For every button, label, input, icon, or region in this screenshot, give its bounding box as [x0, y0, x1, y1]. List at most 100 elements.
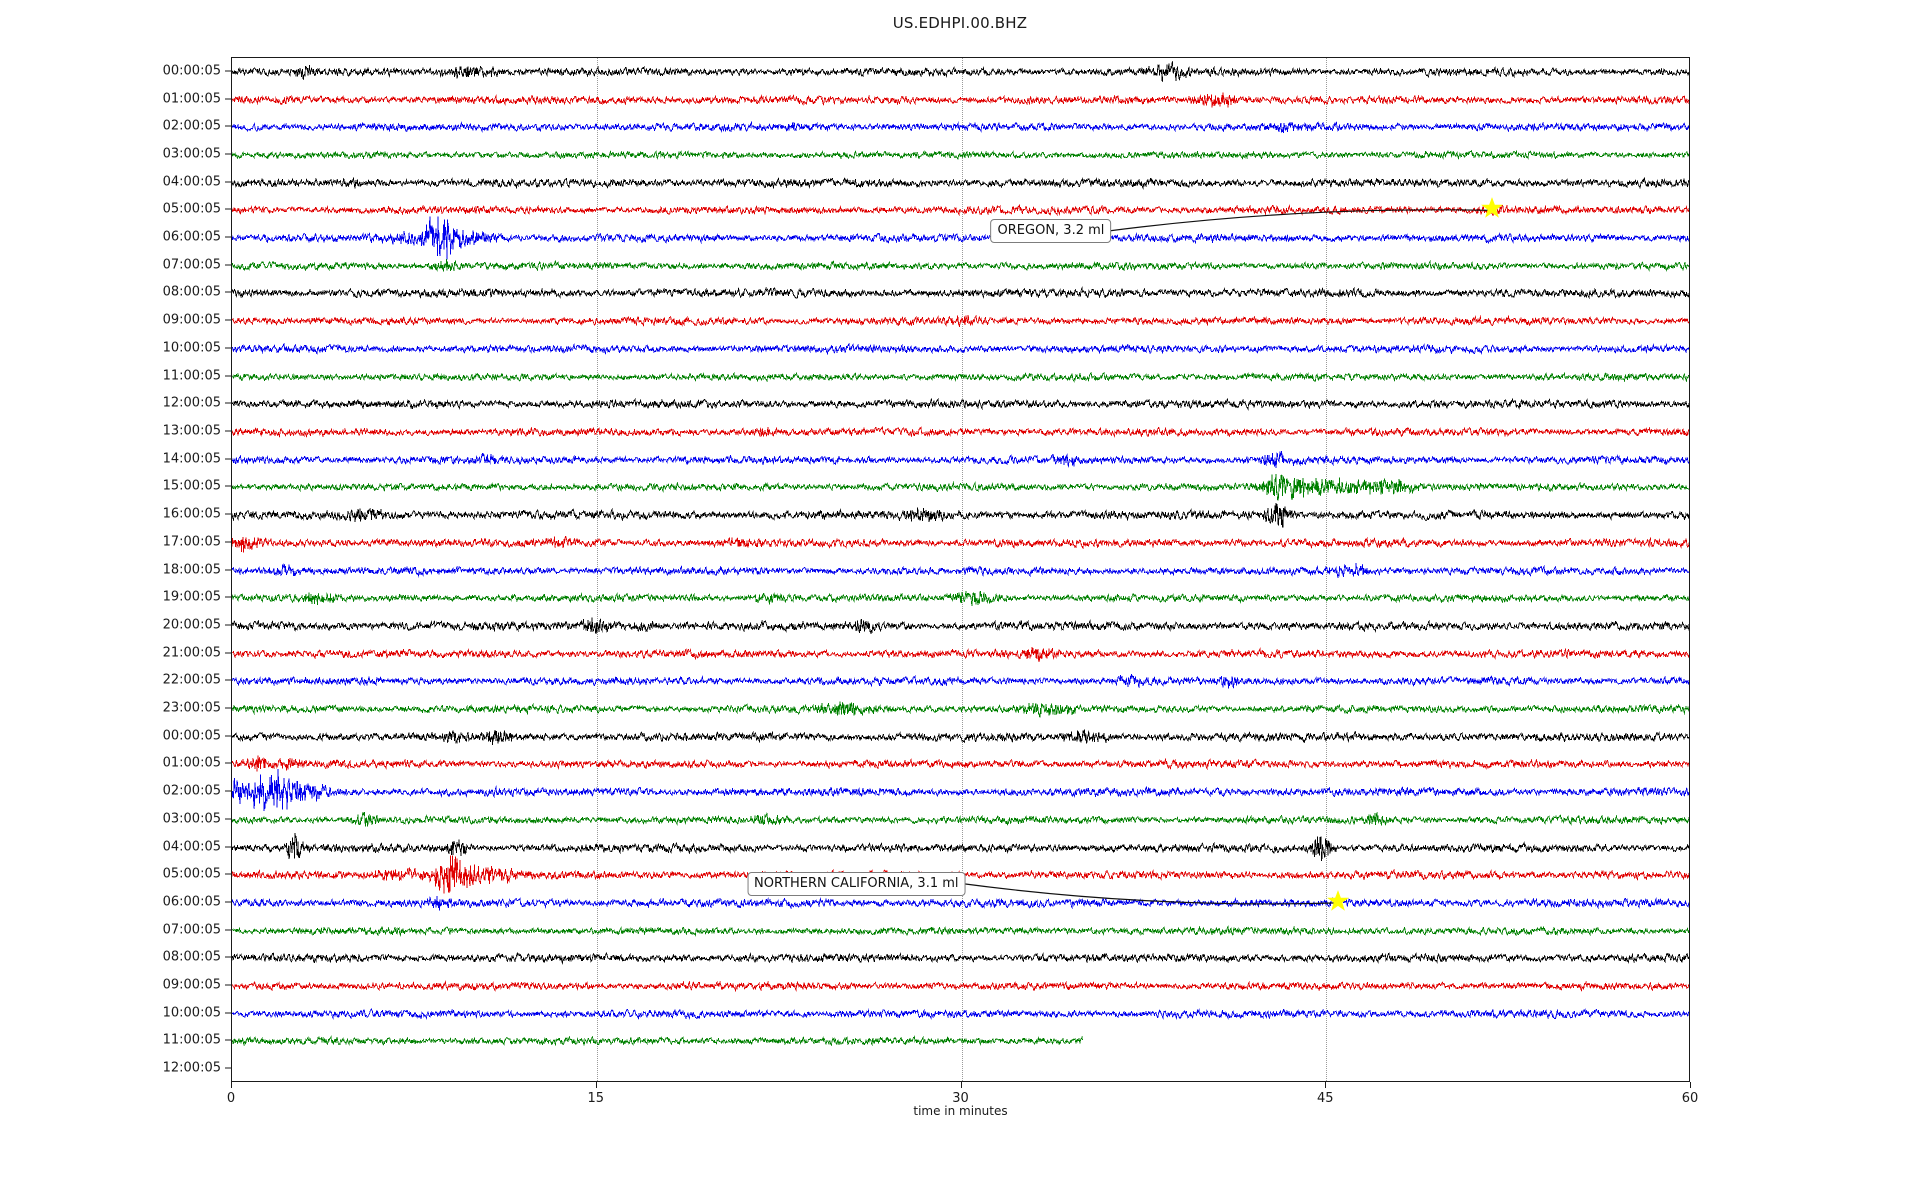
y-axis-tick-label: 18:00:05 [162, 562, 221, 577]
y-axis-tick-label: 05:00:05 [162, 201, 221, 217]
seismic-trace [232, 286, 1689, 300]
y-axis-tick-label: 07:00:05 [162, 257, 221, 273]
y-axis-tick-mark [225, 236, 231, 238]
y-axis-tick-label: 01:00:05 [162, 91, 221, 107]
seismic-trace [232, 342, 1689, 355]
seismic-trace [232, 216, 1689, 260]
y-axis-tick-label: 08:00:05 [162, 949, 221, 965]
x-axis-tick-mark [231, 1082, 232, 1088]
x-axis-tick-mark [1690, 1082, 1691, 1088]
y-axis-tick-label: 02:00:05 [162, 118, 221, 134]
y-axis-tick-label: 09:00:05 [162, 977, 221, 993]
seismic-trace [232, 1007, 1689, 1020]
y-axis-tick-label: 23:00:05 [162, 700, 221, 716]
event-star-icon[interactable] [1480, 197, 1503, 223]
y-axis-tick-mark [225, 762, 231, 764]
event-annotation-label[interactable]: NORTHERN CALIFORNIA, 3.1 ml [747, 871, 966, 896]
seismic-trace [232, 204, 1689, 217]
y-axis-tick-label: 06:00:05 [162, 229, 221, 245]
x-axis-tick-label: 30 [952, 1091, 969, 1106]
x-axis-tick-labels: 0 15 30 45 60 [0, 1082, 1920, 1122]
y-axis-tick-label: 00:00:05 [162, 63, 221, 79]
y-axis-tick-label: 10:00:05 [162, 340, 221, 356]
vertical-gridline [1326, 58, 1328, 1081]
y-axis-tick-label: 16:00:05 [162, 506, 221, 522]
y-axis-tick-mark [225, 485, 231, 487]
y-axis-tick-mark [225, 1039, 231, 1041]
y-axis-tick-mark [225, 125, 231, 127]
seismic-trace [232, 980, 1689, 993]
seismic-trace [232, 425, 1689, 438]
y-axis-tick-mark [225, 430, 231, 432]
seismic-trace [232, 729, 1689, 745]
seismic-trace [232, 60, 1689, 82]
y-axis-tick-label: 17:00:05 [162, 534, 221, 550]
y-axis-tick-label: 21:00:05 [162, 645, 221, 661]
y-axis-tick-mark [225, 513, 231, 515]
seismic-trace [232, 121, 1689, 134]
y-axis-tick-mark [225, 873, 231, 875]
event-annotation-label[interactable]: OREGON, 3.2 ml [990, 219, 1112, 244]
y-axis-tick-mark [225, 98, 231, 100]
seismic-trace [232, 398, 1689, 411]
y-axis-tick-label: 02:00:05 [162, 783, 221, 799]
y-axis-tick-mark [225, 984, 231, 986]
seismic-trace [232, 769, 1689, 812]
y-axis-tick-mark [225, 679, 231, 681]
seismic-trace [232, 924, 1689, 937]
y-axis-tick-label: 11:00:05 [162, 1032, 221, 1048]
vertical-gridline [961, 58, 963, 1081]
y-axis-tick-label: 04:00:05 [162, 174, 221, 190]
event-star-icon[interactable] [1327, 890, 1350, 916]
y-axis-tick-mark [225, 624, 231, 626]
seismic-trace [232, 832, 1689, 861]
seismic-trace [232, 591, 1689, 607]
y-axis-tick-label: 20:00:05 [162, 617, 221, 633]
y-axis-tick-mark [225, 181, 231, 183]
x-axis-tick-mark [595, 1082, 597, 1088]
seismic-trace [232, 952, 1689, 965]
y-axis-tick-labels: 00:00:05 01:00:05 02:00:05 03:00:05 04:00:05… [0, 57, 221, 1082]
y-axis-tick-label: 09:00:05 [162, 312, 221, 328]
y-axis-tick-mark [225, 291, 231, 293]
y-axis-tick-mark [225, 208, 231, 210]
x-axis-tick-mark [1325, 1082, 1327, 1088]
y-axis-tick-label: 04:00:05 [162, 839, 221, 855]
y-axis-tick-mark [225, 541, 231, 543]
y-axis-tick-label: 22:00:05 [162, 672, 221, 688]
y-axis-tick-mark [225, 569, 231, 570]
y-axis-tick-mark [225, 1067, 231, 1069]
y-axis-tick-label: 03:00:05 [162, 811, 221, 827]
x-axis-tick-label: 60 [1681, 1091, 1699, 1106]
seismic-trace [232, 562, 1689, 579]
y-axis-tick-label: 01:00:05 [162, 755, 221, 771]
y-axis-tick-mark [225, 402, 231, 404]
y-axis-tick-label: 07:00:05 [162, 922, 221, 938]
trace-canvas: OREGON, 3.2 ml NORTHERN CALIFORNIA, 3.1 m… [232, 58, 1689, 1081]
y-axis-tick-mark [225, 846, 231, 848]
x-axis-tick-mark [960, 1082, 962, 1088]
y-axis-tick-label: 19:00:05 [162, 589, 221, 605]
y-axis-tick-mark [225, 70, 231, 72]
seismic-trace [232, 450, 1689, 468]
seismic-trace [232, 896, 1689, 911]
y-axis-tick-label: 14:00:05 [162, 451, 221, 467]
y-axis-tick-mark [225, 901, 231, 903]
vertical-gridline [596, 58, 598, 1081]
seismic-trace [232, 474, 1689, 501]
seismic-trace [232, 371, 1689, 383]
seismic-trace [232, 811, 1689, 827]
x-axis-tick-label: 15 [587, 1091, 605, 1106]
x-axis-tick-label: 0 [226, 1091, 236, 1106]
y-axis-tick-mark [225, 1012, 231, 1014]
y-axis-tick-label: 13:00:05 [162, 423, 221, 439]
seismic-trace [232, 176, 1689, 190]
y-axis-tick-label: 11:00:05 [162, 368, 221, 384]
y-axis-tick-label: 03:00:05 [162, 146, 221, 162]
seismic-trace [232, 503, 1689, 528]
y-axis-tick-mark [225, 818, 231, 820]
y-axis-tick-label: 06:00:05 [162, 894, 221, 910]
y-axis-tick-label: 15:00:05 [162, 478, 221, 494]
seismic-trace [232, 701, 1689, 718]
